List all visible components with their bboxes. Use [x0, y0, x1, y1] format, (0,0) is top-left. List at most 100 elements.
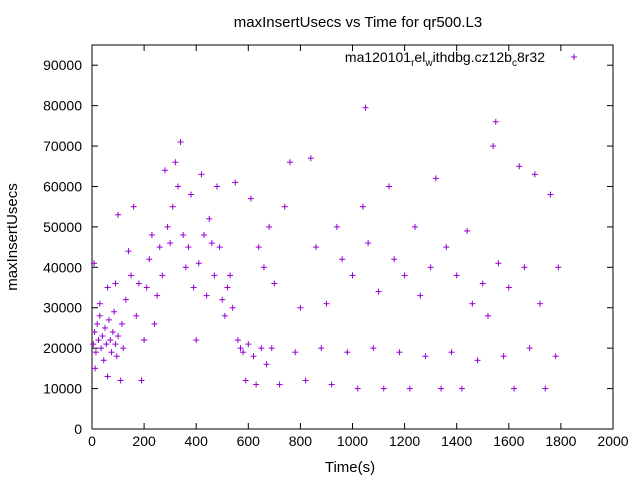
- y-tick-label: 0: [74, 421, 82, 437]
- data-point: [391, 256, 398, 263]
- legend-marker-plus: [571, 54, 577, 60]
- data-point: [109, 328, 116, 335]
- data-point: [362, 104, 369, 111]
- data-point: [102, 324, 109, 331]
- data-point: [115, 333, 122, 340]
- y-tick-label: 40000: [43, 259, 82, 275]
- data-point: [111, 308, 118, 315]
- data-point: [245, 341, 252, 348]
- data-point: [537, 300, 544, 307]
- data-point: [344, 349, 351, 356]
- data-point: [479, 280, 486, 287]
- x-tick-label: 1600: [493, 433, 524, 449]
- data-point: [401, 272, 408, 279]
- data-point: [130, 203, 137, 210]
- data-point: [122, 296, 129, 303]
- x-axis-title: Time(s): [325, 459, 375, 476]
- data-point: [438, 385, 445, 392]
- data-point: [190, 284, 197, 291]
- data-point: [104, 373, 111, 380]
- data-point: [229, 304, 236, 311]
- data-point: [115, 211, 122, 218]
- data-point: [495, 260, 502, 267]
- data-point: [90, 341, 97, 348]
- y-tick-label: 80000: [43, 98, 82, 114]
- data-point: [105, 316, 112, 323]
- data-point: [276, 381, 283, 388]
- data-point: [443, 244, 450, 251]
- x-tick-label: 600: [237, 433, 261, 449]
- data-point: [458, 385, 465, 392]
- data-point: [406, 385, 413, 392]
- data-point: [198, 171, 205, 178]
- data-point: [313, 244, 320, 251]
- data-point: [108, 349, 115, 356]
- data-point: [118, 320, 125, 327]
- data-point: [214, 183, 221, 190]
- data-point: [396, 349, 403, 356]
- data-point: [255, 244, 262, 251]
- data-point: [281, 203, 288, 210]
- legend-label: ma120101relwithdbg.cz12bc8r32: [345, 49, 545, 69]
- data-point: [328, 381, 335, 388]
- x-tick-label: 1800: [545, 433, 576, 449]
- data-point: [492, 118, 499, 125]
- data-point: [474, 357, 481, 364]
- data-point: [240, 349, 247, 356]
- data-point: [180, 231, 187, 238]
- data-point: [297, 304, 304, 311]
- data-point: [484, 312, 491, 319]
- data-point: [103, 341, 110, 348]
- legend-label-part-sub2: w: [424, 58, 433, 69]
- data-point: [185, 244, 192, 251]
- x-tick-label: 400: [185, 433, 209, 449]
- data-point: [112, 341, 119, 348]
- y-tick-label: 90000: [43, 57, 82, 73]
- legend: ma120101relwithdbg.cz12bc8r32: [345, 49, 577, 69]
- data-point: [117, 377, 124, 384]
- data-point: [286, 159, 293, 166]
- data-point: [422, 353, 429, 360]
- plot-frame: [91, 44, 614, 430]
- data-point: [354, 385, 361, 392]
- axis-ticks: 0 200 400 600 800 1000 1200 1400 1600 1800 2000010…: [43, 45, 629, 449]
- data-point: [156, 244, 163, 251]
- data-point: [104, 284, 111, 291]
- data-point: [237, 345, 244, 352]
- data-point: [203, 292, 210, 299]
- data-point: [133, 312, 140, 319]
- data-point: [174, 183, 181, 190]
- data-point: [135, 280, 142, 287]
- data-point: [98, 345, 105, 352]
- data-point: [182, 264, 189, 271]
- data-point: [141, 337, 148, 344]
- data-point: [164, 223, 171, 230]
- data-point: [161, 167, 168, 174]
- data-point: [380, 385, 387, 392]
- data-point: [464, 227, 471, 234]
- data-point: [113, 353, 120, 360]
- data-point: [263, 361, 270, 368]
- data-point: [195, 260, 202, 267]
- data-point: [547, 191, 554, 198]
- data-point: [125, 248, 132, 255]
- data-point: [469, 300, 476, 307]
- legend-label-part-mid1: el: [414, 49, 425, 65]
- data-point: [94, 320, 101, 327]
- data-point: [242, 377, 249, 384]
- data-point: [555, 264, 562, 271]
- x-tick-label: 1200: [389, 433, 420, 449]
- legend-label-part-base: ma120101: [345, 49, 411, 65]
- data-point: [177, 139, 184, 146]
- data-point: [385, 183, 392, 190]
- data-point: [318, 345, 325, 352]
- legend-label-part-sub1: r: [411, 58, 415, 69]
- data-point: [359, 203, 366, 210]
- data-point: [120, 345, 127, 352]
- data-point: [234, 337, 241, 344]
- legend-label-part-mid2: ithdbg.cz12b: [433, 49, 513, 65]
- y-tick-label: 30000: [43, 300, 82, 316]
- legend-label-part-sub3: c: [512, 58, 517, 69]
- data-point: [370, 345, 377, 352]
